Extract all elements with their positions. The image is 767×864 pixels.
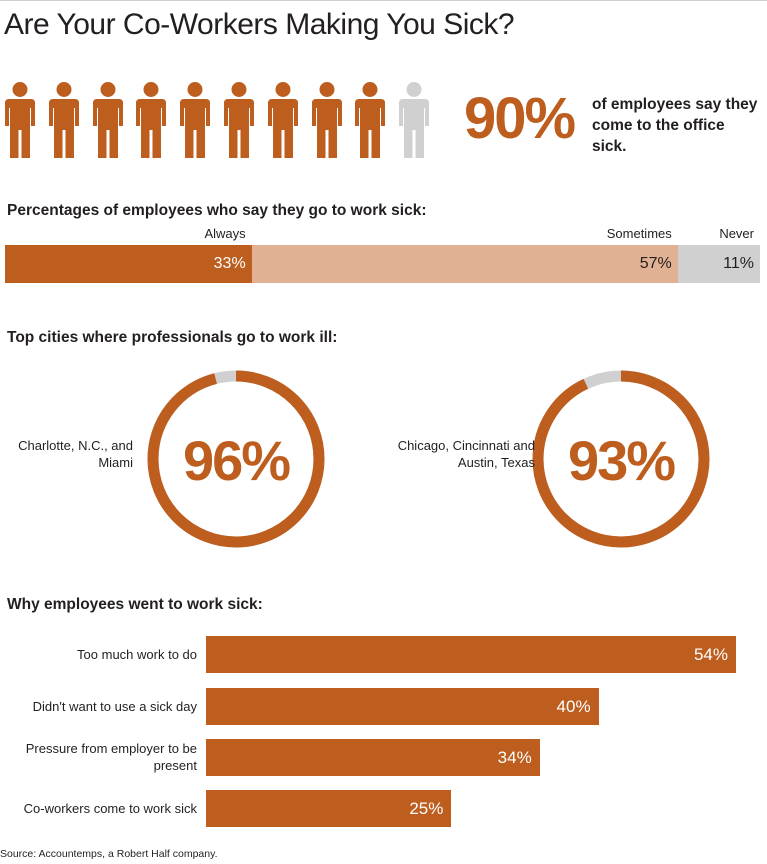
donut-value: 96%	[183, 429, 290, 492]
bar-value-label: 40%	[556, 697, 591, 716]
bar: 34%	[206, 739, 540, 776]
bar: 40%	[206, 688, 599, 725]
donut-arc	[147, 370, 325, 548]
stack-segment-value: 33%	[213, 255, 246, 272]
bar-value-label: 34%	[497, 748, 532, 767]
person-icon	[92, 82, 123, 158]
person-icon	[267, 82, 298, 158]
stack-segment-sometimes: 57%	[251, 245, 678, 283]
stacked-bar: 33% 57% 11%	[5, 245, 760, 283]
page-title: Are Your Co-Workers Making You Sick?	[4, 8, 515, 41]
bar-category-label: Didn't want to use a sick day	[32, 698, 197, 714]
bar-category-label: Co-workers come to work sick	[23, 800, 197, 816]
donut-label: Chicago, Cincinnati and Austin, Texas	[397, 438, 535, 470]
bar: 25%	[206, 790, 452, 827]
legend-label-sometimes: Sometimes	[606, 226, 672, 241]
person-icon	[311, 82, 342, 158]
bar-value-label: 54%	[693, 645, 728, 664]
donut-label: Charlotte, N.C., and Miami	[18, 438, 133, 470]
donut-chart: 93%	[532, 370, 710, 548]
bar-category-label: Too much work to do	[77, 646, 197, 662]
headline-percentage: 90%	[464, 86, 576, 151]
donut-chart: 96%	[147, 370, 325, 548]
people-icon-row	[5, 82, 435, 158]
stack-segment-never: 11%	[677, 245, 760, 283]
bar-category-label: Pressure from employer to be present	[25, 741, 197, 773]
person-icon	[180, 82, 211, 158]
stack-segment-always: 33%	[5, 245, 252, 283]
person-icon	[136, 82, 167, 158]
person-icon	[399, 82, 430, 158]
headline-text: of employees say they come to the office…	[592, 96, 758, 155]
top-divider	[0, 0, 767, 1]
reasons-chart-title: Why employees went to work sick:	[7, 596, 263, 613]
legend-label-never: Never	[719, 226, 754, 241]
stacked-bar-title: Percentages of employees who say they go…	[7, 202, 427, 219]
person-icon	[224, 82, 254, 158]
person-icon	[5, 82, 35, 158]
bar: 54%	[206, 636, 736, 673]
source-note: Source: Accountemps, a Robert Half compa…	[0, 848, 218, 860]
stack-segment-value: 57%	[639, 255, 672, 272]
person-icon	[355, 82, 386, 158]
donut-value: 93%	[568, 429, 675, 492]
person-icon	[48, 82, 79, 158]
bar-value-label: 25%	[409, 799, 444, 818]
legend-label-always: Always	[204, 226, 246, 241]
stack-segment-value: 11%	[723, 255, 754, 272]
donut-arc	[532, 370, 710, 548]
donut-section-title: Top cities where professionals go to wor…	[7, 329, 338, 346]
